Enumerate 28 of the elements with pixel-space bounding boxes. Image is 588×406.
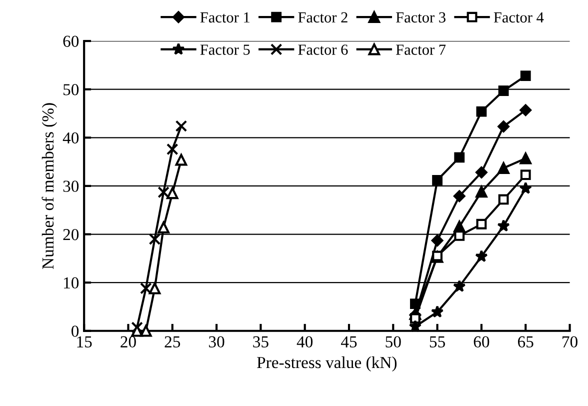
y-tick-label: 40: [62, 132, 79, 144]
legend-label: Factor 6: [298, 44, 348, 55]
x-tick-label: 70: [562, 336, 578, 348]
x-axis-title: Pre-stress value (kN): [257, 356, 397, 372]
legend-label: Factor 2: [298, 12, 348, 23]
legend-label: Factor 7: [396, 44, 446, 55]
x-tick-label: 50: [386, 336, 401, 348]
x-tick-label: 25: [164, 336, 180, 348]
x-tick-label: 55: [430, 336, 445, 348]
legend-label: Factor 1: [200, 12, 250, 23]
x-tick-label: 30: [209, 336, 224, 348]
x-tick-label: 65: [518, 336, 534, 348]
y-tick-label: 0: [72, 326, 79, 337]
x-tick-label: 60: [474, 336, 490, 348]
legend-label: Factor 4: [494, 12, 544, 23]
x-tick-label: 40: [296, 336, 313, 348]
legend-label: Factor 5: [200, 44, 250, 55]
y-tick-label: 30: [63, 180, 79, 192]
y-tick-label: 60: [63, 36, 79, 47]
y-tick-label: 10: [64, 277, 79, 289]
y-tick-label: 50: [64, 84, 79, 96]
legend-label: Factor 3: [396, 12, 446, 23]
y-tick-label: 20: [63, 228, 79, 240]
y-axis-title: Number of members (%): [42, 103, 57, 270]
x-tick-label: 15: [77, 336, 92, 348]
x-tick-label: 45: [340, 336, 357, 348]
x-tick-label: 35: [253, 336, 268, 348]
x-tick-label: 20: [120, 336, 136, 348]
